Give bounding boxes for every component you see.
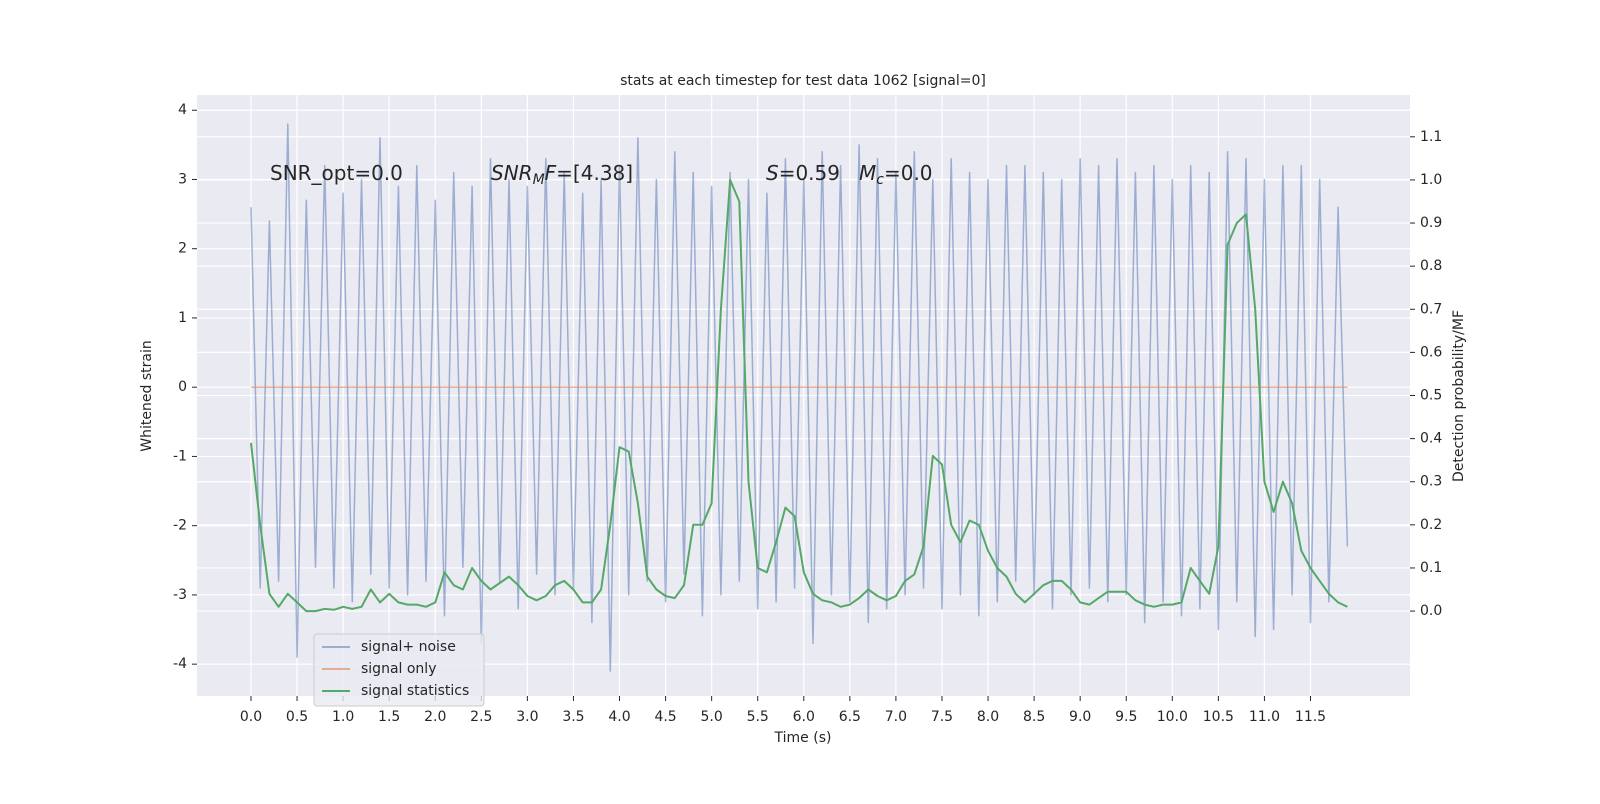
- annotation: S=0.59: [766, 161, 840, 185]
- annotation-part: =0.59: [779, 161, 840, 185]
- y2-tick-label: 1.1: [1420, 129, 1442, 145]
- annotation-part: F: [545, 161, 557, 185]
- y2-axis-label: Detection probability/MF: [1451, 310, 1467, 482]
- x-tick-label: 7.0: [885, 709, 907, 725]
- y-tick-label: -4: [173, 656, 187, 672]
- annotation-part: c: [876, 172, 884, 188]
- series-line: [250, 123, 1349, 672]
- annotation-part: =[4.38]: [556, 161, 633, 185]
- x-tick-label: 8.5: [1023, 709, 1045, 725]
- y2-tick-label: 0.4: [1420, 431, 1442, 447]
- y-tick-label: -2: [173, 518, 187, 534]
- x-tick-label: 7.5: [931, 709, 953, 725]
- y2-tick-label: 0.2: [1420, 517, 1442, 533]
- y-tick-label: 4: [178, 102, 187, 118]
- y-tick-label: -1: [173, 448, 187, 464]
- x-tick-label: 1.5: [378, 709, 400, 725]
- y2-tick-label: 0.9: [1420, 215, 1442, 231]
- chart-title: stats at each timestep for test data 106…: [620, 73, 986, 89]
- x-tick-label: 9.0: [1069, 709, 1091, 725]
- y2-tick-label: 0.0: [1420, 603, 1442, 619]
- x-tick-label: 10.0: [1157, 709, 1188, 725]
- x-tick-label: 9.5: [1115, 709, 1137, 725]
- y-tick-label: 3: [178, 171, 187, 187]
- x-tick-label: 11.0: [1249, 709, 1280, 725]
- annotation: SNR_opt=0.0: [270, 161, 403, 185]
- y2-tick-label: 0.3: [1420, 474, 1442, 490]
- x-tick-label: 6.0: [793, 709, 815, 725]
- legend-label: signal only: [361, 661, 436, 677]
- y-tick-label: 2: [178, 241, 187, 257]
- x-tick-label: 0.0: [240, 709, 262, 725]
- x-tick-label: 5.0: [701, 709, 723, 725]
- legend-label: signal+ noise: [361, 639, 456, 655]
- x-tick-label: 2.0: [424, 709, 446, 725]
- x-tick-label: 8.0: [977, 709, 999, 725]
- x-tick-label: 0.5: [286, 709, 308, 725]
- legend-label: signal statistics: [361, 683, 469, 699]
- y2-tick-label: 1.0: [1420, 172, 1442, 188]
- marks: [250, 123, 1349, 672]
- annotation-part: M: [533, 172, 545, 188]
- x-tick-label: 3.0: [516, 709, 538, 725]
- y-tick-label: 0: [178, 379, 187, 395]
- annotation: SNRMF=[4.38]: [491, 161, 633, 189]
- legend-box: [313, 633, 485, 707]
- annotation-part: S: [766, 161, 779, 185]
- annotation-part: SNR_opt=0.0: [270, 161, 403, 185]
- series-line: [250, 178, 1348, 613]
- annotation: Mc=0.0: [859, 161, 933, 189]
- y2-tick-label: 0.1: [1420, 560, 1442, 576]
- x-tick-label: 11.5: [1295, 709, 1326, 725]
- y2-tick-label: 0.6: [1420, 344, 1442, 360]
- x-tick-label: 2.5: [470, 709, 492, 725]
- labels: 0.0 0.5 1.0 1.5 2.0 2.5 3.0 3.5 4.0 4.5 5.0 5.5 6.0 6…: [173, 102, 1442, 725]
- y-tick-label: 1: [178, 310, 187, 326]
- x-tick-label: 4.0: [608, 709, 630, 725]
- x-tick-label: 10.5: [1203, 709, 1234, 725]
- annotation-part: SNR: [491, 161, 533, 185]
- x-tick-label: 3.5: [562, 709, 584, 725]
- y-tick-label: -3: [173, 587, 187, 603]
- annotation-part: =0.0: [884, 161, 933, 185]
- y2-tick-label: 0.8: [1420, 258, 1442, 274]
- annotation-part: M: [859, 161, 876, 185]
- y2-tick-label: 0.7: [1420, 301, 1442, 317]
- y-axis-label: Whitened strain: [139, 340, 155, 451]
- x-axis-label: Time (s): [774, 730, 832, 746]
- x-tick-label: 4.5: [654, 709, 676, 725]
- x-tick-label: 1.0: [332, 709, 354, 725]
- y2-tick-label: 0.5: [1420, 388, 1442, 404]
- x-tick-label: 6.5: [839, 709, 861, 725]
- x-tick-label: 5.5: [747, 709, 769, 725]
